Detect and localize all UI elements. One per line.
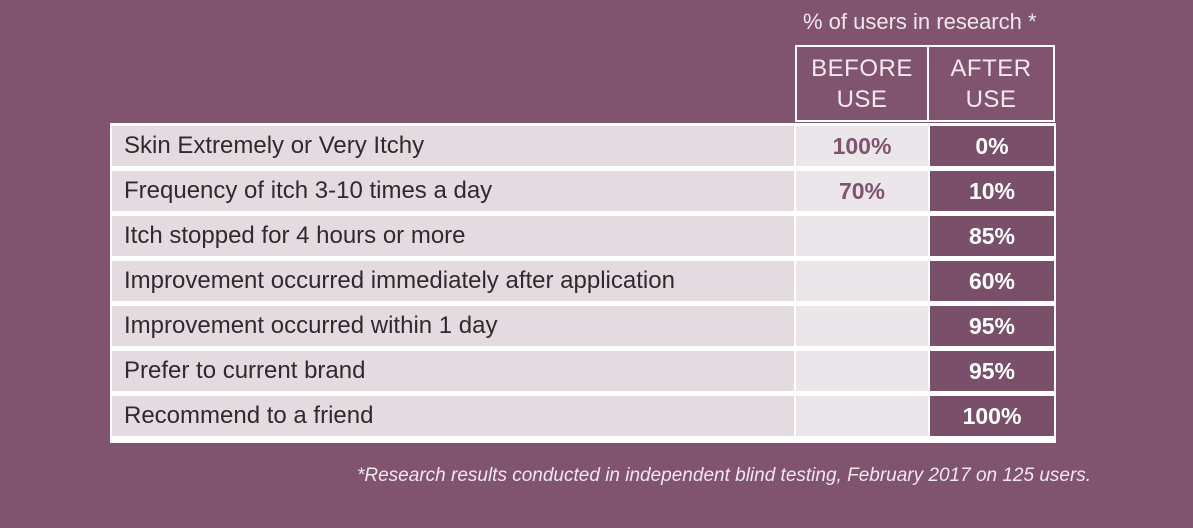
row-label: Frequency of itch 3-10 times a day [112,171,794,211]
row-after-value: 0% [930,126,1054,166]
table-row: Recommend to a friend 100% [112,396,1054,436]
row-before-value: 100% [796,126,928,166]
header-after-line2: USE [965,85,1017,113]
row-after-value: 100% [930,396,1054,436]
row-before-value [796,396,928,436]
header-before-line1: BEFORE [811,54,913,82]
table-row: Skin Extremely or Very Itchy 100% 0% [112,126,1054,166]
header-before-line2: USE [836,85,888,113]
row-before-value: 70% [796,171,928,211]
row-before-value [796,351,928,391]
table-row: Itch stopped for 4 hours or more 85% [112,216,1054,256]
results-table: Skin Extremely or Very Itchy 100% 0% Fre… [110,123,1056,443]
row-label: Prefer to current brand [112,351,794,391]
header-after-use: AFTER USE [927,45,1055,122]
row-after-value: 85% [930,216,1054,256]
table-row: Frequency of itch 3-10 times a day 70% 1… [112,171,1054,211]
row-label: Improvement occurred immediately after a… [112,261,794,301]
header-before-use: BEFORE USE [795,45,929,122]
table-row: Prefer to current brand 95% [112,351,1054,391]
footnote: *Research results conducted in independe… [357,465,1092,486]
row-before-value [796,306,928,346]
row-after-value: 95% [930,306,1054,346]
row-label: Improvement occurred within 1 day [112,306,794,346]
row-after-value: 95% [930,351,1054,391]
table-row: Improvement occurred within 1 day 95% [112,306,1054,346]
row-before-value [796,261,928,301]
row-after-value: 10% [930,171,1054,211]
caption: % of users in research * [803,9,1037,34]
row-after-value: 60% [930,261,1054,301]
row-label: Skin Extremely or Very Itchy [112,126,794,166]
row-label: Recommend to a friend [112,396,794,436]
row-label: Itch stopped for 4 hours or more [112,216,794,256]
header-after-line1: AFTER [950,54,1032,82]
row-before-value [796,216,928,256]
table-row: Improvement occurred immediately after a… [112,261,1054,301]
